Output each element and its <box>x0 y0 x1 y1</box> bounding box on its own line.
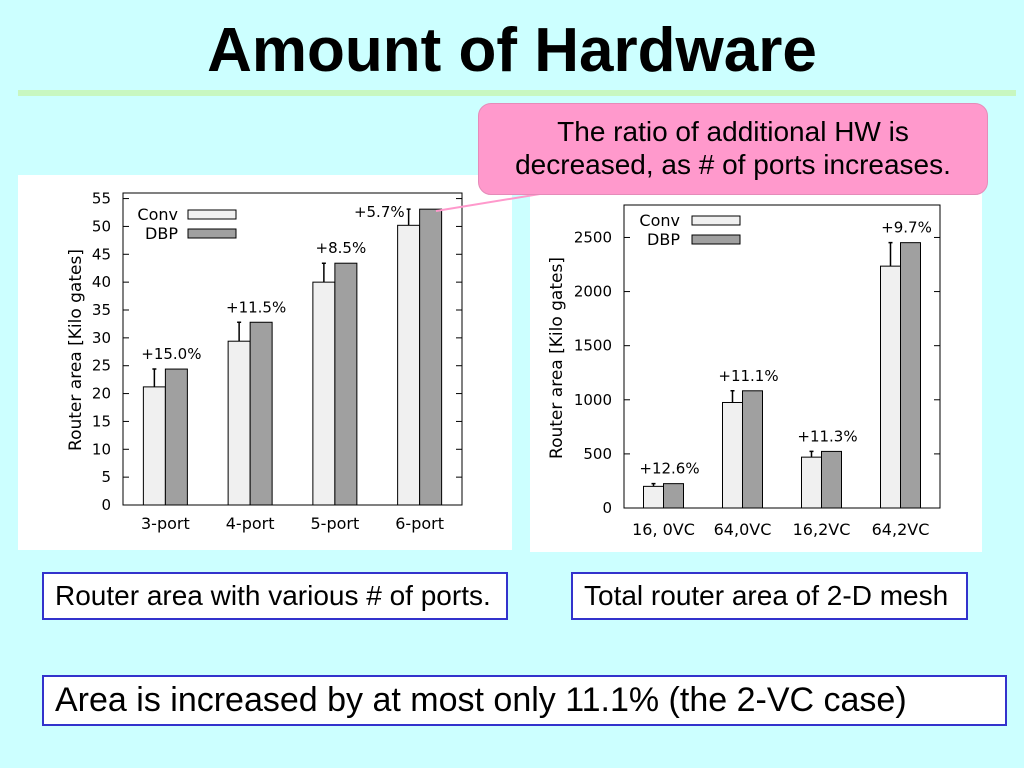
y-tick-label: 500 <box>583 445 612 463</box>
plot-frame <box>122 192 463 506</box>
increase-label: +11.3% <box>797 427 857 445</box>
legend-swatch-conv <box>691 215 741 226</box>
caption-right: Total router area of 2-D mesh <box>571 572 968 620</box>
router-area-by-ports-chart: 0 5 10 15 20 25 30 35 40 45 50 55 Router area [Kilo … <box>18 175 512 550</box>
bar-dbp <box>821 450 842 509</box>
y-tick-label: 35 <box>92 301 111 319</box>
y-tick-label: 10 <box>92 440 111 458</box>
x-tick-label: 64,0VC <box>714 520 772 539</box>
bar-conv <box>397 224 421 506</box>
y-tick-label: 45 <box>92 245 111 263</box>
x-tick-label: 6-port <box>395 514 444 533</box>
y-tick-label: 0 <box>101 496 111 514</box>
callout-box: The ratio of additional HW is decreased,… <box>478 103 988 195</box>
bar-conv <box>643 485 664 509</box>
y-tick-label: 20 <box>92 385 111 403</box>
increase-marker <box>237 321 242 342</box>
bar-conv <box>227 340 251 506</box>
y-tick-label: 15 <box>92 412 111 430</box>
increase-marker <box>809 450 814 458</box>
y-tick-label: 2000 <box>574 283 612 301</box>
increase-label: +11.5% <box>226 298 286 316</box>
bar-conv <box>880 265 901 509</box>
bar-dbp <box>164 368 188 506</box>
x-tick-label: 64,2VC <box>872 520 930 539</box>
plot-frame <box>623 204 941 509</box>
y-tick-label: 55 <box>92 190 111 208</box>
legend-label: DBP <box>647 230 680 249</box>
bar-dbp <box>334 262 358 506</box>
increase-label: +11.1% <box>718 367 778 385</box>
bar-conv <box>801 456 822 509</box>
y-tick-label: 50 <box>92 217 111 235</box>
increase-marker <box>406 208 411 226</box>
x-tick-label: 5-port <box>311 514 360 533</box>
legend-swatch-conv <box>187 209 237 220</box>
legend-swatch-dbp <box>691 234 741 245</box>
router-area-by-ports-plot: 0 5 10 15 20 25 30 35 40 45 50 55 Router area [Kilo … <box>66 190 463 533</box>
legend-label: DBP <box>145 224 178 243</box>
callout-line: The ratio of additional HW is <box>557 116 909 147</box>
legend-label: Conv <box>137 205 178 224</box>
y-tick-label: 0 <box>602 499 612 517</box>
increase-label: +5.7% <box>354 203 405 221</box>
caption-left: Router area with various # of ports. <box>42 572 508 620</box>
x-tick-label: 16,2VC <box>793 520 851 539</box>
legend-label: Conv <box>639 211 680 230</box>
callout-line: decreased, as # of ports increases. <box>515 149 951 180</box>
bar-conv <box>722 401 743 509</box>
y-tick-label: 40 <box>92 273 111 291</box>
x-tick-label: 4-port <box>226 514 275 533</box>
increase-marker <box>651 482 656 487</box>
y-tick-label: 5 <box>101 468 111 486</box>
y-axis-label: Router area [Kilo gates] <box>66 249 86 451</box>
increase-label: +12.6% <box>639 460 699 478</box>
y-tick-label: 1500 <box>574 337 612 355</box>
bar-conv <box>312 281 336 506</box>
y-tick-label: 30 <box>92 329 111 347</box>
mesh-router-area-plot: 0 500 1000 1500 2000 2500 Router area [Kilo ga… <box>547 204 941 539</box>
conclusion-box: Area is increased by at most only 11.1% … <box>42 675 1007 726</box>
y-tick-label: 1000 <box>574 391 612 409</box>
y-tick-label: 2500 <box>574 228 612 246</box>
increase-label: +9.7% <box>881 219 932 237</box>
x-tick-label: 3-port <box>141 514 190 533</box>
bar-conv <box>142 386 166 506</box>
increase-label: +8.5% <box>316 239 367 257</box>
legend-swatch-dbp <box>187 228 237 239</box>
title-divider <box>18 90 1016 96</box>
y-axis-label: Router area [Kilo gates] <box>547 257 567 459</box>
increase-marker <box>152 368 157 387</box>
y-tick-label: 25 <box>92 357 111 375</box>
bar-dbp <box>900 242 921 509</box>
bar-dbp <box>249 321 273 506</box>
slide-title: Amount of Hardware <box>207 16 817 85</box>
increase-label: +15.0% <box>141 345 201 363</box>
bar-dbp <box>419 208 443 506</box>
increase-marker <box>888 241 893 267</box>
bar-dbp <box>742 390 763 509</box>
increase-marker <box>730 390 735 403</box>
bar-dbp <box>663 483 684 509</box>
x-tick-label: 16, 0VC <box>632 520 695 539</box>
mesh-router-area-chart: 0 500 1000 1500 2000 2500 Router area [Kilo ga… <box>530 190 982 552</box>
increase-marker <box>321 262 326 283</box>
